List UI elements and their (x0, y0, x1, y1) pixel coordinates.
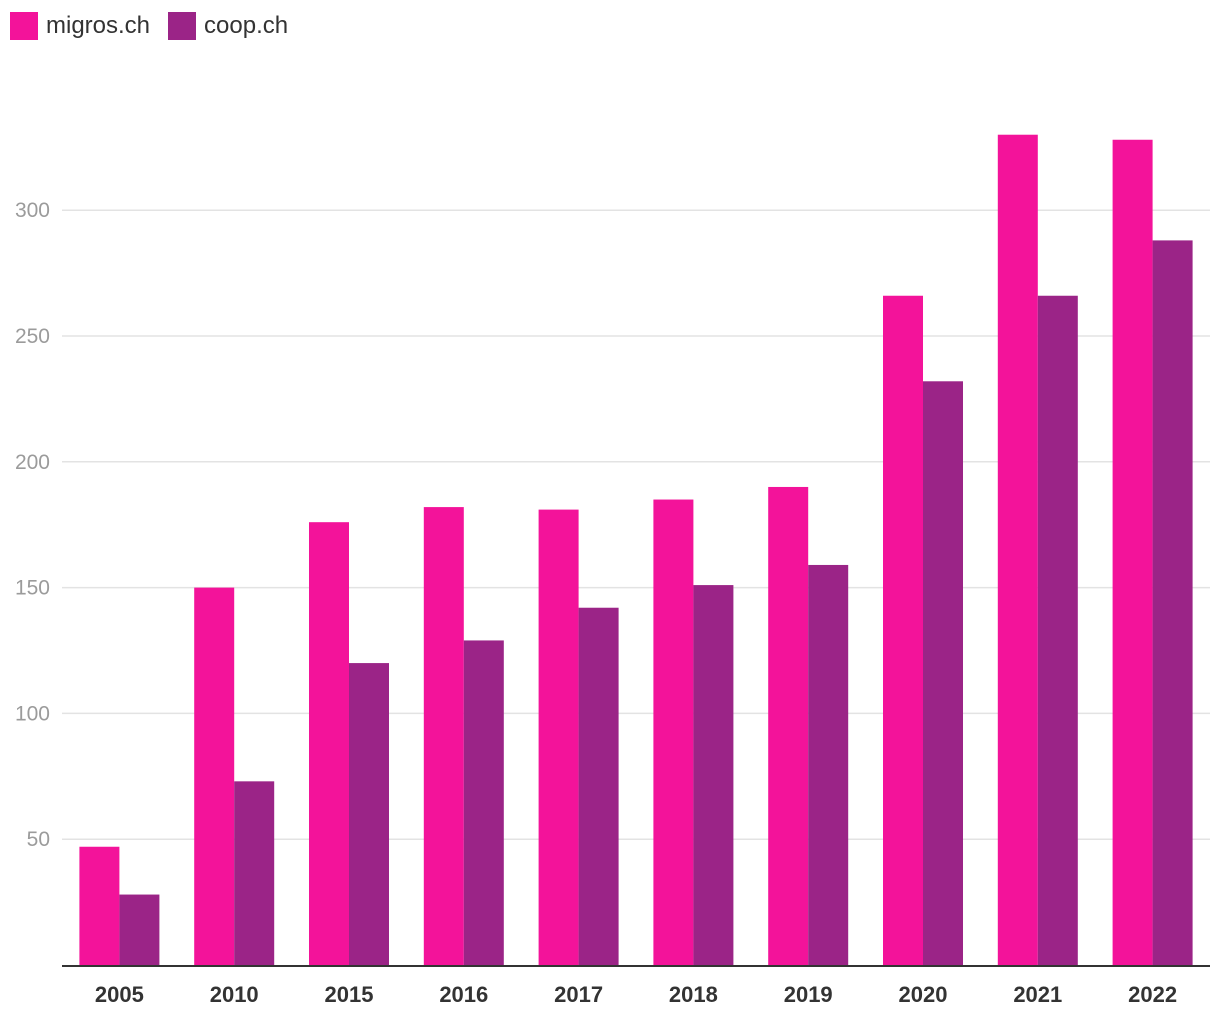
bar-migros-ch-2022 (1112, 139, 1153, 965)
bar-coop-ch-2021 (1037, 295, 1078, 965)
x-tick-label-2010: 2010 (210, 982, 259, 1007)
x-tick-label-2022: 2022 (1128, 982, 1177, 1007)
x-tick-label-2005: 2005 (95, 982, 144, 1007)
legend-label-migros: migros.ch (46, 12, 151, 39)
legend-item-migros: migros.ch (10, 12, 150, 40)
x-tick-label-2015: 2015 (325, 982, 374, 1007)
legend-item-coop: coop.ch (168, 12, 288, 40)
bar-coop-ch-2019 (808, 564, 849, 965)
x-tick-label-2019: 2019 (784, 982, 833, 1007)
bar-coop-ch-2015 (349, 663, 389, 965)
x-axis-tick-labels: 2005 2010 2015 2016 2017 2018 2019 2020 2021 2022 (95, 982, 1177, 1007)
y-tick-label-150: 150 (15, 577, 50, 600)
bar-coop-ch-2017 (578, 607, 619, 965)
bar-coop-ch-2016 (463, 640, 504, 965)
bar-coop-ch-2018 (693, 585, 734, 965)
bar-migros-ch-2010 (194, 587, 235, 965)
x-tick-label-2018: 2018 (669, 982, 718, 1007)
legend: migros.ch coop.ch (10, 12, 288, 40)
legend-label-coop: coop.ch (204, 12, 289, 39)
x-tick-label-2020: 2020 (899, 982, 948, 1007)
legend-swatch-migros (10, 12, 38, 40)
bar-migros-ch-2016 (423, 507, 464, 965)
bars (79, 134, 1193, 966)
y-tick-label-200: 200 (15, 451, 50, 474)
legend-swatch-coop (168, 12, 197, 40)
bar-migros-ch-2005 (79, 846, 120, 965)
bar-migros-ch-2018 (653, 499, 694, 965)
bar-coop-ch-2022 (1152, 240, 1193, 966)
y-tick-label-100: 100 (15, 702, 50, 725)
bar-migros-ch-2017 (538, 509, 579, 965)
bar-coop-ch-2020 (923, 381, 963, 966)
x-tick-label-2021: 2021 (1013, 982, 1062, 1007)
bar-migros-ch-2021 (997, 134, 1038, 966)
bar-migros-ch-2015 (309, 522, 349, 965)
x-tick-label-2016: 2016 (439, 982, 488, 1007)
x-tick-label-2017: 2017 (554, 982, 603, 1007)
bar-coop-ch-2005 (119, 894, 160, 965)
bar-coop-ch-2010 (234, 781, 275, 965)
y-tick-label-50: 50 (27, 828, 50, 851)
y-tick-label-250: 250 (15, 325, 50, 348)
bar-migros-ch-2020 (883, 295, 923, 965)
y-axis-tick-labels: 50 100 150 200 250 300 (15, 199, 50, 851)
bar-migros-ch-2019 (768, 486, 809, 965)
y-tick-label-300: 300 (15, 199, 50, 222)
